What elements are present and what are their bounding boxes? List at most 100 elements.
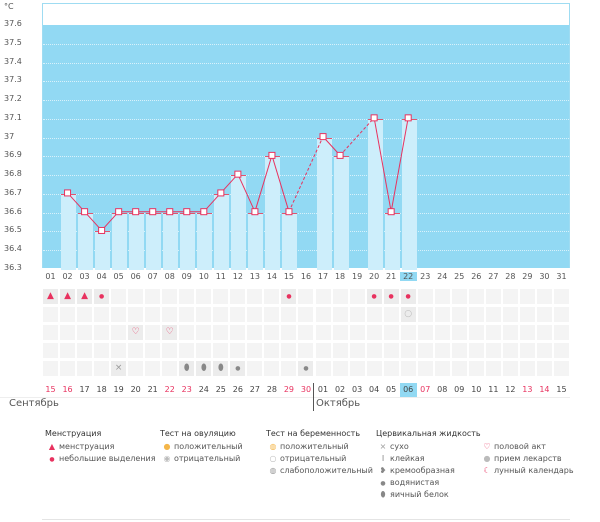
x-tick-label[interactable]: 23 — [420, 272, 431, 281]
ovulation-test-cell[interactable] — [451, 343, 467, 358]
menstruation-cell[interactable] — [553, 289, 569, 304]
date-label[interactable]: 15 — [45, 385, 56, 394]
pregnancy-test-cell[interactable]: ○ — [400, 307, 416, 322]
pregnancy-test-cell[interactable] — [213, 307, 229, 322]
menstruation-cell[interactable]: ▲ — [60, 289, 76, 304]
pregnancy-test-cell[interactable] — [196, 307, 212, 322]
x-tick-label[interactable]: 18 — [334, 272, 346, 281]
intercourse-cell[interactable] — [315, 325, 331, 340]
intercourse-cell[interactable] — [434, 325, 450, 340]
cervical-fluid-cell[interactable] — [281, 361, 297, 376]
ovulation-test-cell[interactable] — [43, 343, 58, 358]
menstruation-cell[interactable] — [417, 289, 433, 304]
x-tick-label[interactable]: 10 — [198, 272, 209, 281]
intercourse-cell[interactable] — [332, 325, 348, 340]
date-label[interactable]: 16 — [62, 385, 73, 394]
menstruation-cell[interactable]: ● — [400, 289, 416, 304]
pregnancy-test-cell[interactable] — [502, 307, 518, 322]
cervical-fluid-cell[interactable] — [128, 361, 144, 376]
temp-point[interactable] — [183, 208, 191, 216]
intercourse-cell[interactable] — [349, 325, 365, 340]
x-tick-label[interactable]: 02 — [62, 272, 73, 281]
menstruation-cell[interactable]: ▲ — [43, 289, 58, 304]
intercourse-cell[interactable] — [417, 325, 433, 340]
date-label[interactable]: 06 — [399, 383, 417, 397]
menstruation-cell[interactable] — [536, 289, 552, 304]
temp-point[interactable] — [319, 133, 327, 141]
date-label[interactable]: 08 — [437, 385, 448, 394]
date-label[interactable]: 14 — [539, 385, 550, 394]
intercourse-cell[interactable] — [264, 325, 280, 340]
ovulation-test-cell[interactable] — [400, 343, 416, 358]
menstruation-cell[interactable] — [230, 289, 246, 304]
cervical-fluid-cell[interactable] — [60, 361, 76, 376]
x-tick-label[interactable]: 13 — [249, 272, 260, 281]
intercourse-cell[interactable] — [94, 325, 110, 340]
pregnancy-test-cell[interactable] — [485, 307, 501, 322]
temp-point[interactable] — [217, 189, 225, 197]
pregnancy-test-cell[interactable] — [43, 307, 58, 322]
x-tick-label[interactable]: 31 — [556, 272, 567, 281]
menstruation-cell[interactable] — [485, 289, 501, 304]
pregnancy-test-cell[interactable] — [536, 307, 552, 322]
intercourse-cell[interactable]: ♡ — [128, 325, 144, 340]
cervical-fluid-cell[interactable] — [366, 361, 382, 376]
pregnancy-test-cell[interactable] — [349, 307, 365, 322]
intercourse-cell[interactable] — [196, 325, 212, 340]
intercourse-cell[interactable] — [145, 325, 161, 340]
temp-point[interactable] — [251, 208, 259, 216]
cervical-fluid-cell[interactable]: ⬮ — [196, 361, 212, 376]
temp-point[interactable] — [268, 151, 276, 159]
pregnancy-test-cell[interactable] — [315, 307, 331, 322]
pregnancy-test-cell[interactable] — [77, 307, 93, 322]
date-label[interactable]: 26 — [232, 385, 243, 394]
intercourse-cell[interactable] — [111, 325, 127, 340]
cervical-fluid-cell[interactable]: × — [111, 361, 127, 376]
date-label[interactable]: 10 — [471, 385, 482, 394]
temp-point[interactable] — [387, 208, 395, 216]
intercourse-cell[interactable] — [247, 325, 263, 340]
ovulation-test-cell[interactable] — [128, 343, 144, 358]
x-tick-label[interactable]: 26 — [471, 272, 482, 281]
intercourse-cell[interactable] — [298, 325, 314, 340]
x-tick-label[interactable]: 06 — [130, 272, 141, 281]
date-label[interactable]: 25 — [215, 385, 226, 394]
cervical-fluid-cell[interactable] — [77, 361, 93, 376]
ovulation-test-cell[interactable] — [94, 343, 110, 358]
x-tick-label[interactable]: 29 — [522, 272, 533, 281]
date-label[interactable]: 05 — [386, 385, 397, 394]
pregnancy-test-cell[interactable] — [111, 307, 127, 322]
intercourse-cell[interactable] — [519, 325, 535, 340]
temp-point[interactable] — [98, 226, 106, 234]
ovulation-test-cell[interactable] — [332, 343, 348, 358]
intercourse-cell[interactable] — [400, 325, 416, 340]
date-label[interactable]: 21 — [147, 385, 158, 394]
cervical-fluid-cell[interactable] — [536, 361, 552, 376]
menstruation-cell[interactable] — [519, 289, 535, 304]
x-tick-label[interactable]: 07 — [147, 272, 158, 281]
cervical-fluid-cell[interactable] — [502, 361, 518, 376]
intercourse-cell[interactable] — [553, 325, 569, 340]
date-label[interactable]: 17 — [79, 385, 90, 394]
intercourse-cell[interactable] — [281, 325, 297, 340]
cervical-fluid-cell[interactable] — [434, 361, 450, 376]
ovulation-test-cell[interactable] — [468, 343, 484, 358]
x-tick-label[interactable]: 30 — [539, 272, 550, 281]
menstruation-cell[interactable] — [332, 289, 348, 304]
x-tick-label[interactable]: 20 — [369, 272, 380, 281]
menstruation-cell[interactable] — [162, 289, 178, 304]
pregnancy-test-cell[interactable] — [230, 307, 246, 322]
x-tick-label[interactable]: 24 — [437, 272, 448, 281]
date-label[interactable]: 22 — [164, 385, 175, 394]
pregnancy-test-cell[interactable] — [417, 307, 433, 322]
date-label[interactable]: 09 — [454, 385, 465, 394]
ovulation-test-cell[interactable] — [434, 343, 450, 358]
cervical-fluid-cell[interactable] — [553, 361, 569, 376]
intercourse-cell[interactable] — [502, 325, 518, 340]
ovulation-test-cell[interactable] — [315, 343, 331, 358]
ovulation-test-cell[interactable] — [383, 343, 399, 358]
pregnancy-test-cell[interactable] — [553, 307, 569, 322]
intercourse-cell[interactable]: ♡ — [162, 325, 178, 340]
cervical-fluid-cell[interactable] — [162, 361, 178, 376]
pregnancy-test-cell[interactable] — [468, 307, 484, 322]
